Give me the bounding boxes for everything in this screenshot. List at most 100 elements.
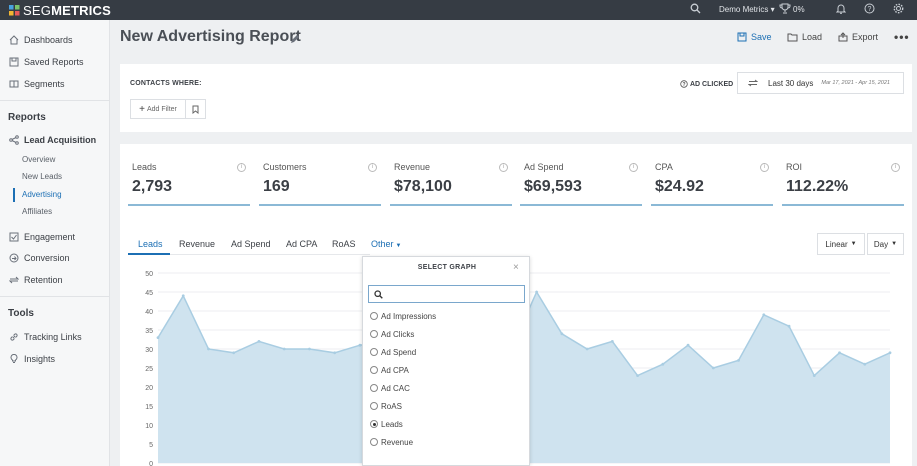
sidebar-item-saved-reports[interactable]: Saved Reports <box>8 55 84 69</box>
tab-ad-cpa[interactable]: Ad CPA <box>286 239 318 249</box>
graph-option-roas[interactable]: RoAS <box>370 400 402 412</box>
data-point[interactable] <box>358 343 362 347</box>
date-range-picker[interactable]: Last 30 days Mar 17, 2021 - Apr 15, 2021 <box>737 72 904 94</box>
data-point[interactable] <box>207 347 210 351</box>
help-icon[interactable]: ? <box>862 3 876 17</box>
graph-option-ad-impressions[interactable]: Ad Impressions <box>370 310 436 322</box>
export-button[interactable]: Export <box>838 32 878 42</box>
more-menu-button[interactable]: ••• <box>894 30 910 44</box>
pencil-icon[interactable] <box>290 31 300 43</box>
ad-clicked-label[interactable]: ? AD CLICKED <box>680 80 733 88</box>
info-icon[interactable]: i <box>629 163 638 172</box>
sidebar-subitem-overview[interactable]: Overview <box>22 155 56 164</box>
y-tick-label: 5 <box>149 442 153 449</box>
tab-ad-spend[interactable]: Ad Spend <box>231 239 271 249</box>
logo-text: SEGMETRICS <box>23 2 111 18</box>
sidebar-item-engagement[interactable]: Engagement <box>8 230 75 244</box>
info-icon[interactable]: i <box>237 163 246 172</box>
radio-button[interactable] <box>370 384 378 392</box>
scale-dropdown[interactable]: Linear ▼ <box>817 233 865 255</box>
graph-option-ad-cpa[interactable]: Ad CPA <box>370 364 409 376</box>
sidebar-subitem-affiliates[interactable]: Affiliates <box>22 207 53 216</box>
load-button[interactable]: Load <box>787 32 822 42</box>
graph-option-ad-clicks[interactable]: Ad Clicks <box>370 328 414 340</box>
data-point[interactable] <box>686 343 690 347</box>
data-point[interactable] <box>232 351 236 355</box>
sidebar-subitem-new-leads[interactable]: New Leads <box>22 172 63 181</box>
graph-search-box[interactable] <box>368 285 525 303</box>
data-point[interactable] <box>812 374 816 377</box>
radio-button[interactable] <box>370 312 378 320</box>
data-point[interactable] <box>257 340 261 343</box>
sidebar-item-retention[interactable]: Retention <box>8 273 63 287</box>
sidebar-item-label: Segments <box>24 79 65 89</box>
tab-revenue[interactable]: Revenue <box>179 239 216 249</box>
gear-icon[interactable] <box>891 3 905 17</box>
data-point[interactable] <box>156 336 160 339</box>
data-point[interactable] <box>762 313 766 317</box>
info-icon[interactable]: i <box>760 163 769 172</box>
interval-dropdown[interactable]: Day ▼ <box>867 233 904 255</box>
sidebar-item-lead-acquisition[interactable]: Lead Acquisition <box>8 133 96 147</box>
sidebar-item-label: Saved Reports <box>24 57 84 67</box>
graph-option-ad-cac[interactable]: Ad CAC <box>370 382 410 394</box>
sidebar-subitem-advertising[interactable]: Advertising <box>22 190 62 199</box>
sidebar-item-conversion[interactable]: Conversion <box>8 251 70 265</box>
tab-leads[interactable]: Leads <box>138 239 163 249</box>
data-point[interactable] <box>787 324 791 328</box>
radio-button[interactable] <box>370 366 378 374</box>
data-point[interactable] <box>282 347 286 351</box>
data-point[interactable] <box>737 359 740 362</box>
add-filter-button[interactable]: + Add Filter <box>130 99 186 119</box>
kpi-revenue[interactable]: Revenue i $78,100 <box>390 144 512 206</box>
kpi-roi[interactable]: ROI i 112.22% <box>782 144 904 206</box>
kpi-label: Ad Spend <box>524 162 564 172</box>
graph-option-revenue[interactable]: Revenue <box>370 436 413 448</box>
sidebar-item-segments[interactable]: Segments <box>8 77 65 91</box>
account-dropdown[interactable]: Demo Metrics ▾ <box>719 5 775 14</box>
bookmark-button[interactable] <box>186 99 206 119</box>
logo[interactable]: SEGMETRICS <box>8 2 111 18</box>
data-point[interactable] <box>181 294 185 298</box>
trophy-icon[interactable] <box>778 3 792 17</box>
divider <box>0 296 110 297</box>
sidebar-item-dashboards[interactable]: Dashboards <box>8 33 73 47</box>
info-icon[interactable]: i <box>368 163 377 172</box>
radio-button[interactable] <box>370 438 378 446</box>
plus-icon: + <box>139 103 145 115</box>
radio-button[interactable] <box>370 420 378 428</box>
kpi-leads[interactable]: Leads i 2,793 <box>128 144 250 206</box>
info-icon[interactable]: i <box>891 163 900 172</box>
search-icon[interactable] <box>688 3 702 17</box>
graph-search-input[interactable] <box>386 289 524 299</box>
data-point[interactable] <box>838 351 841 355</box>
data-point[interactable] <box>308 347 311 351</box>
kpi-cpa[interactable]: CPA i $24.92 <box>651 144 773 206</box>
data-point[interactable] <box>661 362 665 366</box>
save-button[interactable]: Save <box>737 32 772 42</box>
data-point[interactable] <box>888 351 892 355</box>
data-point[interactable] <box>610 340 614 343</box>
close-icon[interactable]: × <box>513 262 519 273</box>
data-point[interactable] <box>636 374 639 377</box>
data-point[interactable] <box>535 290 539 294</box>
retention-icon <box>8 275 19 286</box>
graph-option-leads[interactable]: Leads <box>370 418 403 430</box>
sidebar-item-insights[interactable]: Insights <box>8 352 55 366</box>
graph-option-ad-spend[interactable]: Ad Spend <box>370 346 416 358</box>
data-point[interactable] <box>585 347 589 351</box>
kpi-customers[interactable]: Customers i 169 <box>259 144 381 206</box>
sidebar-item-tracking-links[interactable]: Tracking Links <box>8 330 82 344</box>
radio-button[interactable] <box>370 330 378 338</box>
tab-other[interactable]: Other ▼ <box>371 239 401 249</box>
data-point[interactable] <box>711 366 715 370</box>
radio-button[interactable] <box>370 348 378 356</box>
tab-roas[interactable]: RoAS <box>332 239 356 249</box>
data-point[interactable] <box>333 351 337 355</box>
radio-button[interactable] <box>370 402 378 410</box>
data-point[interactable] <box>863 362 867 366</box>
info-icon[interactable]: i <box>499 163 508 172</box>
data-point[interactable] <box>560 332 564 336</box>
kpi-ad-spend[interactable]: Ad Spend i $69,593 <box>520 144 642 206</box>
bell-icon[interactable] <box>834 3 848 17</box>
